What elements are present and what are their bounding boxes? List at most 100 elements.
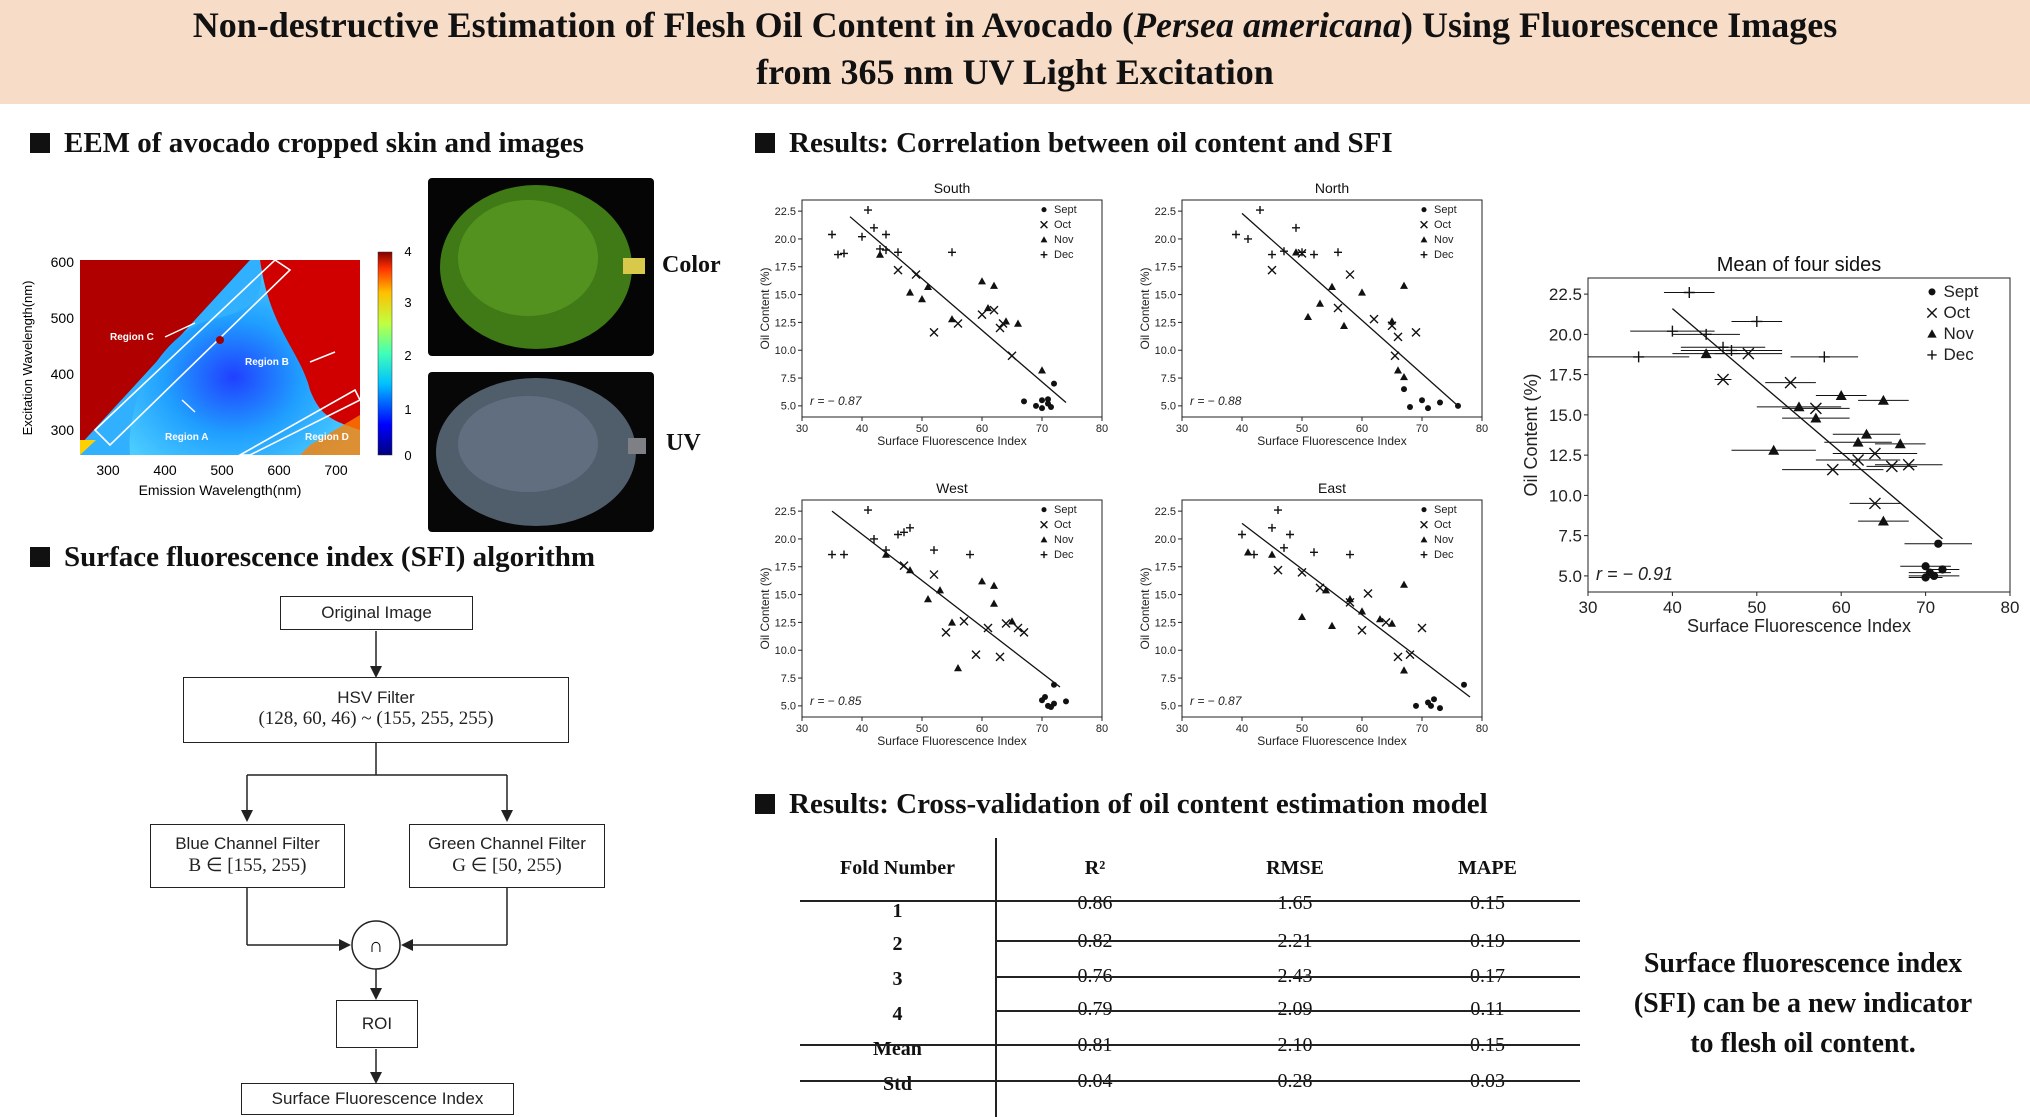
data-point-oct [1019, 627, 1029, 637]
data-point-sept [1425, 405, 1431, 412]
data-point-sept [1033, 402, 1039, 409]
x-tick-label: 70 [1416, 723, 1428, 735]
data-point-dec [900, 528, 908, 537]
plot-frame [801, 199, 1103, 418]
bullet-icon [755, 133, 775, 153]
scatter-chart-west: West 30 40 50 60 70 80 5.0 7.5 10.0 12.5 15.0 17.5 20… [758, 480, 1108, 748]
svg-text:700: 700 [324, 462, 348, 478]
table-rule [800, 900, 1580, 902]
data-point-oct [1784, 376, 1797, 389]
data-point-nov [978, 277, 986, 285]
data-point-nov [1244, 548, 1252, 556]
legend-marker-icon [1928, 288, 1936, 296]
y-axis-label: Oil Content (%) [1521, 373, 1541, 496]
y-tick-label: 15.0 [1155, 589, 1176, 601]
legend-marker-icon [1421, 207, 1427, 213]
data-point-nov [876, 250, 884, 258]
data-point-dec [894, 248, 902, 257]
legend-marker-icon [1040, 551, 1048, 559]
table-row-label: Std [883, 1073, 912, 1095]
table-header-cell: R² [1084, 857, 1106, 879]
data-point-oct [989, 305, 999, 315]
table-row-label: 1 [892, 900, 903, 922]
bullet-icon [755, 794, 775, 814]
data-point-sept [1051, 681, 1057, 688]
eem-region-d-band [300, 415, 360, 455]
y-tick-label: 10.0 [775, 645, 796, 657]
arrow-icon [164, 322, 196, 338]
scatter-chart-south: South 30 40 50 60 70 80 5.0 7.5 10.0 12.5 15.0 17.5 2… [758, 180, 1108, 448]
x-axis-label: Surface Fluorescence Index [877, 434, 1026, 448]
paper-title-line-1: Non-destructive Estimation of Flesh Oil … [192, 5, 1838, 45]
y-tick-label: 15.0 [1155, 289, 1176, 301]
data-point-oct [1345, 270, 1355, 280]
data-point-nov [1400, 281, 1408, 289]
data-point-nov [1328, 621, 1336, 629]
data-point-nov [1877, 394, 1889, 405]
chart-title: South [934, 180, 971, 196]
y-axis-label: Oil Content (%) [1138, 567, 1152, 649]
data-point-nov [1346, 595, 1354, 603]
x-tick-label: 30 [1579, 598, 1598, 617]
data-point-sept [1407, 403, 1413, 410]
data-point-oct [1902, 458, 1915, 471]
data-point-dec [840, 249, 848, 258]
bullet-icon [30, 547, 50, 567]
data-point-oct [1393, 652, 1403, 662]
data-point-nov [990, 599, 998, 607]
y-tick-label: 5.0 [1161, 401, 1176, 413]
data-point-nov [1316, 299, 1324, 307]
data-point-dec [1268, 250, 1276, 259]
data-point-nov [1810, 412, 1822, 423]
data-point-dec [1244, 234, 1252, 243]
data-point-oct [1717, 373, 1730, 386]
y-tick-label: 7.5 [781, 673, 796, 685]
data-point-dec [1725, 344, 1737, 356]
svg-text:600: 600 [51, 254, 75, 270]
uv-image-label: UV [666, 430, 701, 456]
data-point-nov [882, 550, 890, 558]
data-point-oct [1345, 597, 1355, 607]
legend-label: Sept [1434, 204, 1457, 216]
table-cell: 0.79 [1077, 998, 1113, 1020]
legend-label: Oct [1434, 219, 1451, 231]
y-tick-label: 17.5 [775, 562, 796, 574]
scatter-chart-east: East 30 40 50 60 70 80 5.0 7.5 10.0 12.5 15.0 17.5 20… [1138, 480, 1488, 748]
x-tick-label: 80 [2001, 598, 2020, 617]
data-point-dec [828, 550, 836, 559]
hsv-filter-box: HSV Filter (128, 60, 46) ~ (155, 255, 25… [183, 677, 569, 743]
data-point-oct [1001, 619, 1011, 629]
x-tick-label: 80 [1476, 423, 1488, 435]
species-name: Persea americana [1134, 5, 1401, 45]
section-head-eem: EEM of avocado cropped skin and images [30, 127, 584, 160]
data-point-dec [948, 248, 956, 257]
data-point-dec [840, 550, 848, 559]
data-point-sept [1921, 573, 1930, 582]
y-tick-label: 17.5 [1549, 366, 1582, 385]
y-axis-label: Oil Content (%) [758, 267, 772, 349]
x-tick-label: 30 [796, 423, 808, 435]
table-column-rule [995, 838, 997, 1117]
data-point-nov [1877, 515, 1889, 526]
data-point-dec [1346, 550, 1354, 559]
table-header-cell: RMSE [1266, 857, 1324, 879]
eem-x-ticks: 300 400 500 600 700 [96, 462, 348, 478]
data-point-dec [1700, 328, 1712, 340]
data-point-sept [1045, 396, 1051, 403]
data-point-oct [1417, 623, 1427, 633]
svg-text:4: 4 [404, 244, 411, 259]
data-point-oct [1013, 623, 1023, 633]
data-point-dec [1310, 548, 1318, 557]
data-point-oct [971, 650, 981, 660]
data-point-dec [1334, 248, 1342, 257]
data-point-dec [864, 206, 872, 215]
table-cell: 0.15 [1470, 892, 1505, 914]
data-point-nov [1298, 612, 1306, 621]
data-point-sept [1051, 380, 1057, 387]
legend-marker-icon [1040, 536, 1048, 543]
region-b-label: Region B [245, 357, 289, 368]
legend-marker-icon [1927, 350, 1937, 360]
legend-label: Oct [1054, 219, 1071, 231]
fit-line [1241, 522, 1471, 698]
x-tick-label: 60 [1832, 598, 1851, 617]
